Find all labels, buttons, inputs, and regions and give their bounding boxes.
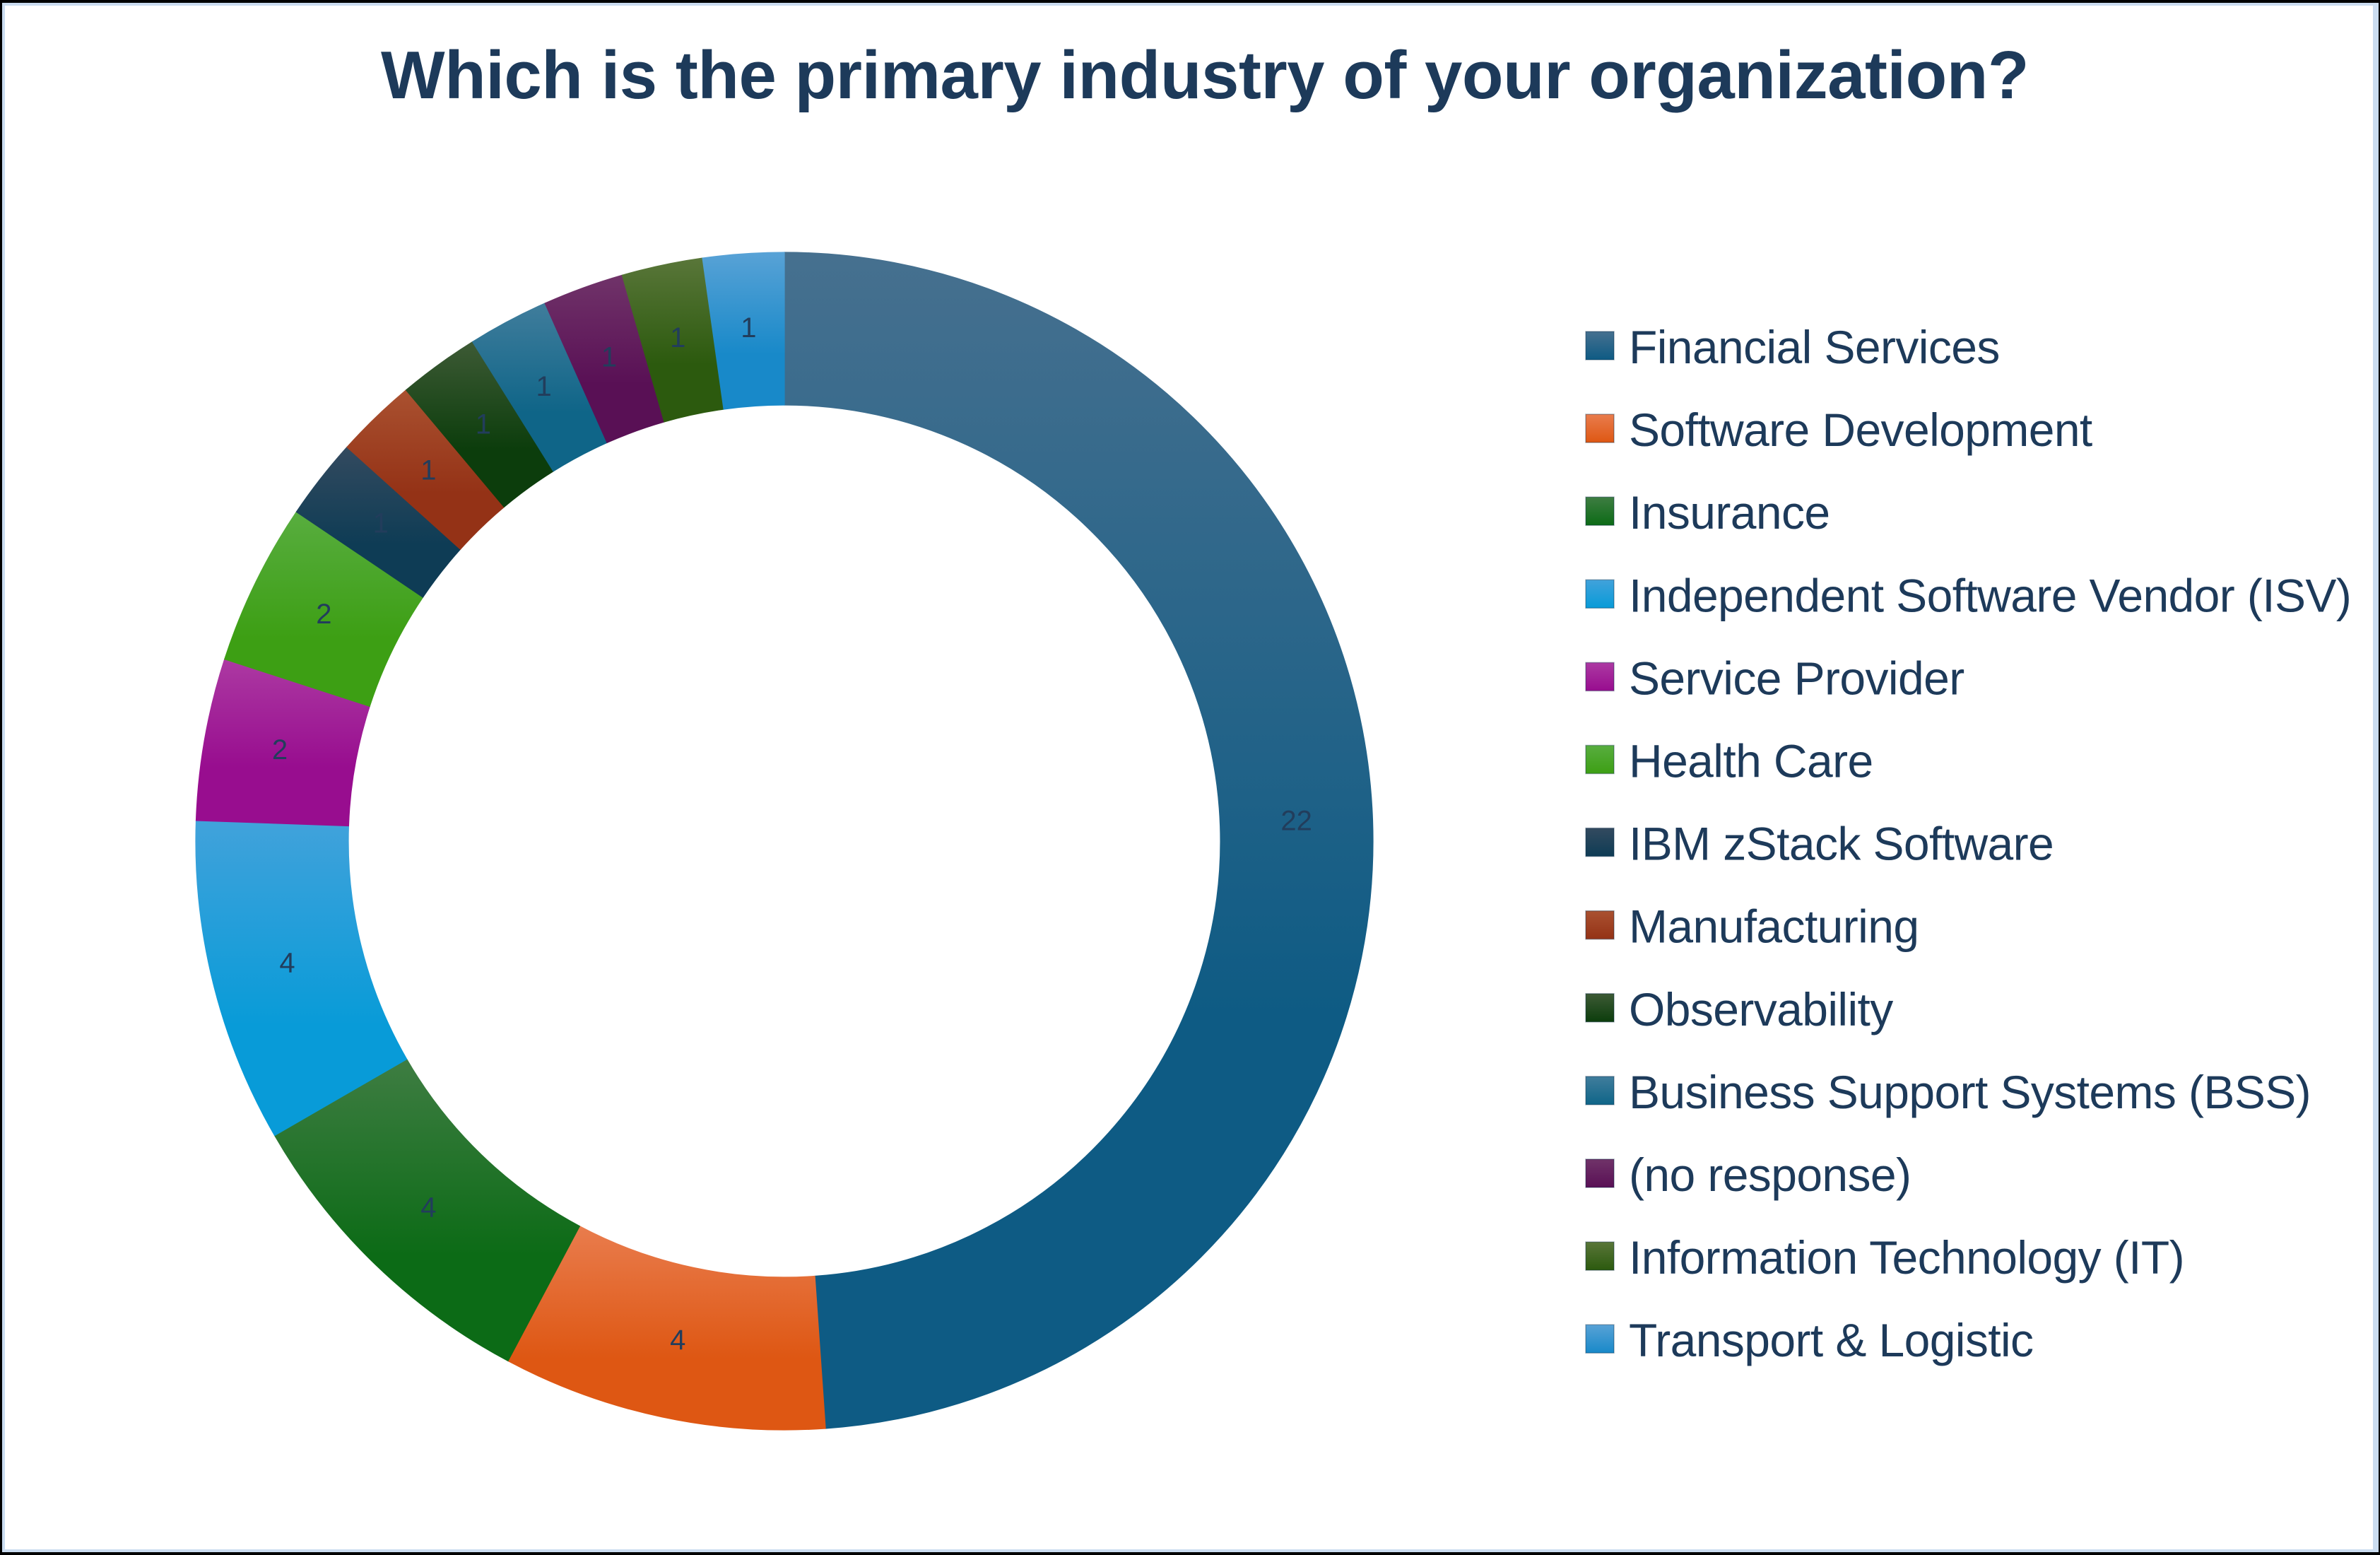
svg-text:4: 4 <box>279 947 295 978</box>
svg-text:22: 22 <box>1280 806 1312 837</box>
svg-text:Manufacturing: Manufacturing <box>1629 900 1919 953</box>
svg-text:Information Technology (IT): Information Technology (IT) <box>1629 1231 2184 1284</box>
svg-text:Independent Software Vendor (I: Independent Software Vendor (ISV) <box>1629 569 2351 621</box>
svg-text:1: 1 <box>420 455 436 486</box>
svg-text:1: 1 <box>373 508 389 539</box>
svg-text:1: 1 <box>670 322 685 353</box>
svg-text:Transport & Logistic: Transport & Logistic <box>1629 1314 2033 1366</box>
svg-text:1: 1 <box>601 342 617 373</box>
svg-text:Service Provider: Service Provider <box>1629 652 1964 704</box>
svg-text:Insurance: Insurance <box>1629 486 1830 539</box>
svg-text:Financial Services: Financial Services <box>1629 321 2000 373</box>
svg-text:1: 1 <box>536 371 551 402</box>
svg-text:IBM zStack Software: IBM zStack Software <box>1629 818 2054 870</box>
svg-text:(no response): (no response) <box>1629 1149 1911 1201</box>
svg-text:Health Care: Health Care <box>1629 735 1873 787</box>
svg-text:4: 4 <box>420 1192 436 1224</box>
svg-text:1: 1 <box>476 409 491 440</box>
svg-text:Observability: Observability <box>1629 983 1893 1035</box>
svg-text:4: 4 <box>670 1325 685 1356</box>
svg-text:2: 2 <box>272 734 288 765</box>
svg-text:Business Support Systems (BSS): Business Support Systems (BSS) <box>1629 1066 2311 1118</box>
svg-text:1: 1 <box>741 312 756 344</box>
svg-text:Software Development: Software Development <box>1629 404 2092 456</box>
svg-text:2: 2 <box>316 599 331 630</box>
